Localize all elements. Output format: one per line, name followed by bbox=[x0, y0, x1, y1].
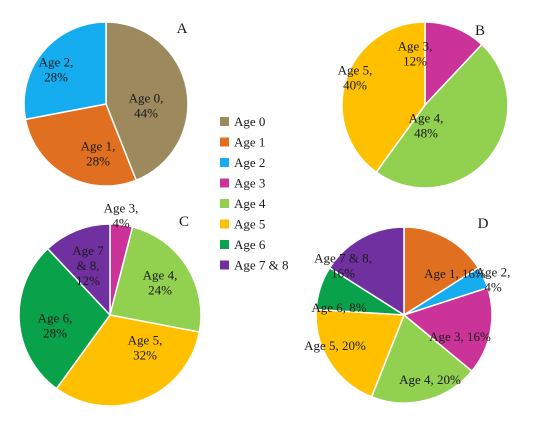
slice-label-c-age-5: Age 5, 32% bbox=[128, 333, 163, 363]
legend-label-age-1: Age 1 bbox=[234, 135, 265, 150]
legend-swatch-age-0 bbox=[220, 117, 229, 126]
legend-swatch-age-1 bbox=[220, 137, 229, 147]
pie-slice-b-age-5 bbox=[341, 21, 426, 174]
pie-panel-b: Age 3, 12% Age 4, 48% Age 5, 40% B bbox=[338, 21, 509, 189]
panel-letter-c: C bbox=[179, 214, 189, 230]
slice-label-a-age-0: Age 0, 44% bbox=[129, 91, 164, 121]
slice-label-d-age-7-and-8: Age 7 & 8, 16% bbox=[314, 251, 372, 281]
pie-slice-a-age-0 bbox=[105, 21, 189, 182]
panel-letter-b: B bbox=[475, 23, 485, 39]
slice-label-c-age-6: Age 6, 28% bbox=[38, 311, 73, 341]
legend-label-age-5: Age 5 bbox=[234, 217, 265, 232]
slice-label-b-age-3: Age 3, 12% bbox=[398, 39, 433, 69]
legend-label-age-6: Age 6 bbox=[234, 237, 266, 252]
pie-slice-d-age-5 bbox=[315, 308, 406, 398]
slice-label-d-age-2: Age 2, 4% bbox=[476, 265, 511, 295]
pie-panel-a: Age 0, 44% Age 1, 28% Age 2, 28% A bbox=[23, 21, 189, 187]
pie-slice-a-age-2 bbox=[23, 21, 107, 121]
slice-label-a-age-2: Age 2, 28% bbox=[39, 55, 74, 85]
pie-slice-b-age-4 bbox=[375, 43, 509, 189]
legend: Age 0 Age 1 Age 2 Age 3 Age 4 Age 5 Age 6 Age 7… bbox=[220, 114, 289, 273]
pie-slice-a-age-1 bbox=[24, 103, 138, 187]
legend-label-age-3: Age 3 bbox=[234, 176, 265, 191]
slice-label-c-age-3: Age 3, 4% bbox=[104, 201, 139, 231]
legend-swatch-age-7-and-8 bbox=[220, 260, 229, 270]
slice-label-d-age-4: Age 4, 20% bbox=[399, 372, 461, 387]
legend-swatch-age-5 bbox=[220, 219, 229, 229]
slice-label-d-age-6: Age 6, 8% bbox=[311, 300, 366, 315]
slice-label-a-age-1: Age 1, 28% bbox=[81, 139, 116, 169]
legend-label-age-2: Age 2 bbox=[234, 155, 265, 170]
pie-slice-d-age-1 bbox=[403, 226, 480, 317]
slice-label-b-age-5: Age 5, 40% bbox=[338, 63, 373, 93]
legend-swatch-age-4 bbox=[220, 199, 229, 208]
legend-swatch-age-3 bbox=[220, 178, 229, 188]
pie-slice-b-age-3 bbox=[424, 21, 483, 107]
panel-letter-d: D bbox=[478, 216, 489, 232]
slice-label-d-age-5: Age 5, 20% bbox=[304, 338, 366, 353]
legend-label-age-7-and-8: Age 7 & 8 bbox=[234, 258, 289, 273]
pie-slice-c-age-6 bbox=[18, 247, 111, 390]
legend-label-age-4: Age 4 bbox=[234, 196, 266, 211]
pie-slice-d-age-3 bbox=[402, 286, 493, 373]
slice-label-c-age-4: Age 4, 24% bbox=[143, 268, 178, 298]
pie-panel-c: Age 3, 4% Age 4, 24% Age 5, 32% Age 6, 28% Age 7… bbox=[18, 201, 202, 407]
legend-label-age-0: Age 0 bbox=[234, 114, 265, 129]
legend-swatch-age-2 bbox=[220, 158, 229, 167]
slice-label-b-age-4: Age 4, 48% bbox=[409, 111, 444, 141]
pie-slice-d-age-4 bbox=[370, 313, 473, 404]
pie-panel-d: Age 1, 16%Age 2, 4% Age 3, 16% Age 4, 20% Ag… bbox=[304, 216, 511, 404]
legend-swatch-age-6 bbox=[220, 240, 229, 249]
panel-letter-a: A bbox=[177, 21, 188, 37]
slice-label-c-age-7-and-8: Age 7 & 8, 12% bbox=[72, 243, 104, 288]
pie-slice-d-age-7-and-8 bbox=[328, 226, 405, 317]
pie-slice-c-age-4 bbox=[109, 225, 202, 333]
slice-label-d-age-3: Age 3, 16% bbox=[429, 329, 491, 344]
pie-slice-c-age-5 bbox=[55, 314, 201, 407]
slice-label-d-age-1: Age 1, 16% bbox=[424, 266, 486, 281]
pie-slice-c-age-7-and-8 bbox=[46, 223, 111, 317]
